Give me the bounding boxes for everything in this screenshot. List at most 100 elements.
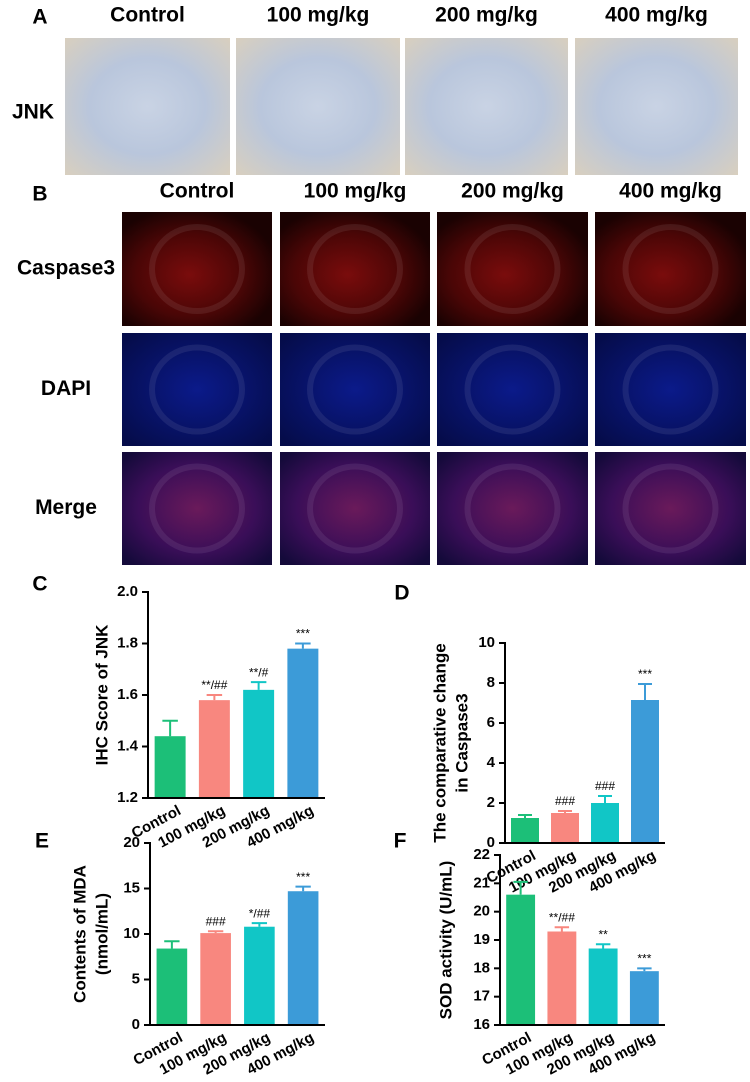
significance-label: **/## [549,910,575,924]
y-tick-label: 20 [123,834,140,851]
micrograph [595,452,746,565]
significance-label: **/## [201,678,227,692]
y-axis-label: in Caspase3 [452,693,471,792]
y-tick-label: 10 [478,634,495,651]
row-label: Caspase3 [17,257,115,280]
bar [198,700,230,798]
column-header: Control [160,180,235,203]
follicle [622,344,719,435]
significance-label: *** [296,627,310,641]
bar [631,700,659,843]
bar [551,813,579,843]
y-tick-label: 10 [123,925,140,942]
micrograph [122,452,272,565]
y-tick-label: 2.0 [117,583,138,600]
follicle [307,463,403,554]
y-tick-label: 1.8 [117,634,138,651]
significance-label: ### [555,794,575,808]
error-bar [598,795,612,803]
error-bar [162,719,178,737]
y-axis-label: IHC Score of JNK [92,624,111,765]
bar [506,894,536,1025]
y-tick-label: 18 [473,959,490,976]
error-bar [206,694,223,701]
micrograph [437,333,588,446]
column-header: 400 mg/kg [619,180,722,203]
micrograph [437,212,588,326]
panel-letter: A [32,6,47,29]
y-tick-label: 21 [473,874,490,891]
follicle [307,224,403,314]
row-label: Merge [35,496,97,519]
column-header: 200 mg/kg [461,180,564,203]
panel-letter: D [394,582,409,605]
significance-label: */## [249,906,271,920]
error-bar [595,943,611,949]
bar [154,736,186,798]
micrograph [122,212,272,326]
row-label: JNK [12,101,54,124]
follicle [464,224,561,314]
bar [287,648,319,798]
micrograph [280,333,430,446]
significance-label: ### [206,914,226,928]
follicle [149,344,245,435]
y-tick-label: 4 [487,754,496,771]
micrograph [122,333,272,446]
significance-label: ### [595,779,615,793]
error-bar [637,967,652,972]
micrograph [236,38,400,175]
bar [156,948,188,1025]
error-bar [638,683,652,700]
panel-letter: C [32,573,47,596]
error-bar [250,681,267,690]
error-bar [518,814,532,818]
bar [200,933,231,1025]
y-tick-label: 16 [473,1016,490,1033]
follicle [622,224,719,314]
y-tick-label: 1.2 [117,789,138,806]
y-tick-label: 1.6 [117,686,138,703]
row-label: DAPI [41,377,91,400]
y-tick-label: 22 [473,846,490,863]
column-header: 200 mg/kg [435,4,538,27]
error-bar [251,922,268,927]
panel-letter: E [35,830,49,853]
error-bar [513,880,528,895]
error-bar [558,810,572,813]
y-tick-label: 1.4 [117,737,139,754]
micrograph [575,38,738,175]
micrograph [437,452,588,565]
follicle [464,463,561,554]
bar [511,818,539,843]
y-tick-label: 17 [473,988,490,1005]
bar [244,926,275,1025]
micrograph [65,38,230,175]
column-header: Control [110,4,185,27]
y-tick-label: 15 [123,879,140,896]
column-header: 400 mg/kg [605,4,708,27]
bar [588,948,618,1025]
y-tick-label: 2 [487,794,495,811]
significance-label: *** [638,667,652,681]
y-axis-label: SOD activity (U/mL) [436,861,455,1020]
y-tick-label: 6 [487,714,495,731]
error-bar [554,926,570,932]
follicle [464,344,561,435]
micrograph [595,333,746,446]
y-axis-label: Contents of MDA [70,865,89,1003]
error-bar [164,940,180,949]
y-tick-label: 0 [132,1016,140,1033]
bar [629,971,659,1025]
significance-label: *** [296,870,310,884]
y-axis-label: (nmol/mL) [92,893,111,975]
panel-letter: B [32,183,47,206]
y-tick-label: 20 [473,903,490,920]
micrograph [405,38,568,175]
micrograph [595,212,746,326]
bar [547,931,577,1025]
follicle [149,463,245,554]
panel-letter: F [394,830,407,853]
significance-label: ** [598,927,608,941]
